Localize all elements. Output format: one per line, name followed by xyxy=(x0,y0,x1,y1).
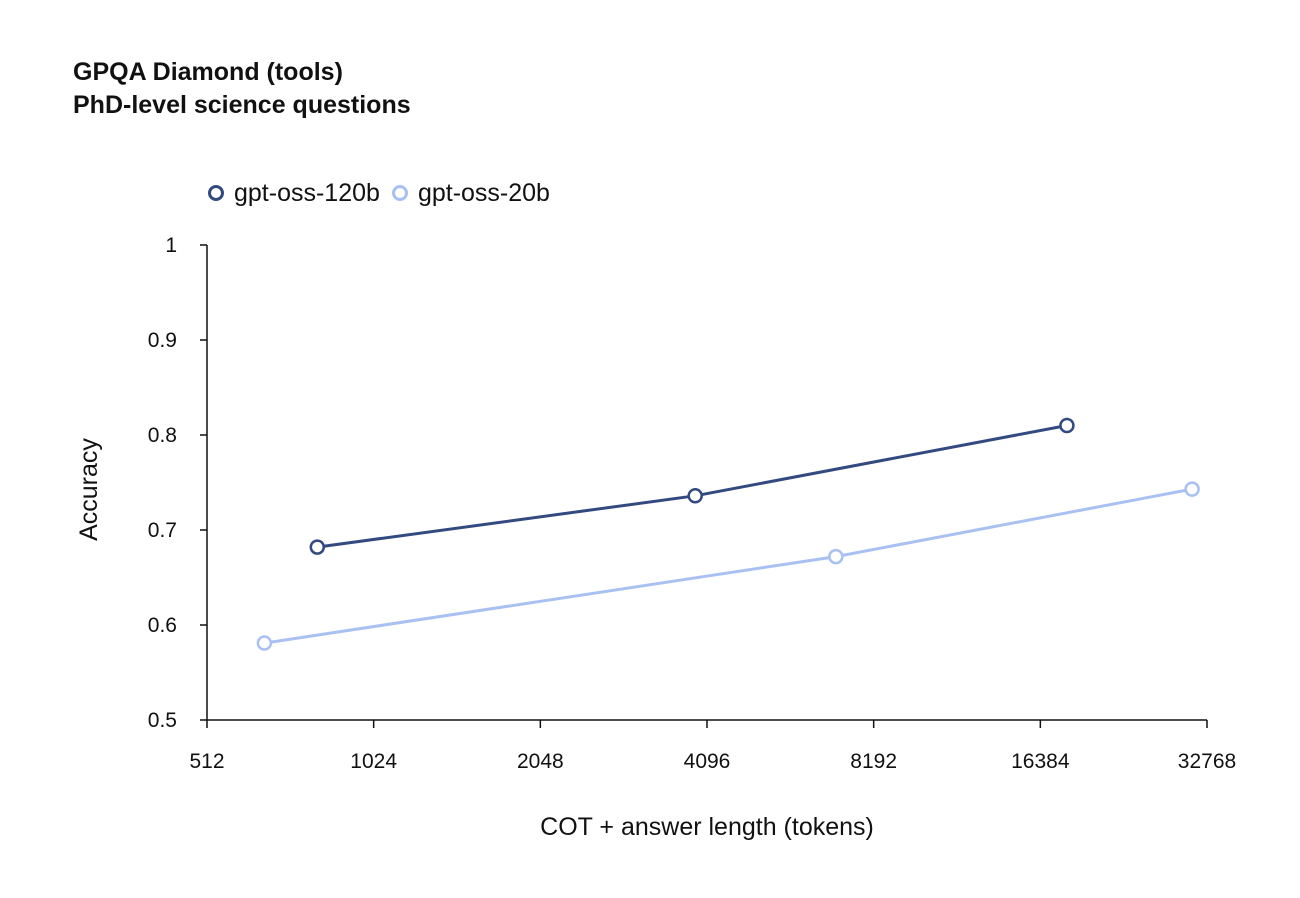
legend-label-series-1: gpt-oss-120b xyxy=(234,179,380,207)
x-tick-label: 32768 xyxy=(1178,750,1236,773)
x-tick-label: 2048 xyxy=(517,750,564,773)
series-2 xyxy=(256,481,1200,651)
legend: gpt-oss-120b gpt-oss-20b xyxy=(208,176,562,210)
y-tick-label: 0.9 xyxy=(148,329,177,352)
data-point[interactable] xyxy=(309,539,326,555)
y-tick-label: 0.5 xyxy=(148,709,177,732)
series-line xyxy=(264,487,1193,645)
legend-label-series-2: gpt-oss-20b xyxy=(417,179,550,207)
chart-title: GPQA Diamond (tools) PhD-level science q… xyxy=(73,56,411,122)
x-axis-label: COT + answer length (tokens) xyxy=(540,813,874,841)
series-1 xyxy=(309,417,1075,555)
chart-title-line: GPQA Diamond (tools) xyxy=(73,58,343,86)
data-point[interactable] xyxy=(1059,417,1075,434)
legend-item-series-1[interactable]: gpt-oss-120b xyxy=(208,176,380,210)
legend-item-series-2[interactable]: gpt-oss-20b xyxy=(391,176,550,210)
y-tick-label: 0.8 xyxy=(148,424,177,447)
chart-subtitle: PhD-level science questions xyxy=(73,91,411,119)
series-layer xyxy=(256,417,1200,651)
y-tick-label: 0.6 xyxy=(148,614,177,637)
y-tick-label: 1 xyxy=(165,234,177,257)
series-line xyxy=(317,424,1068,549)
x-tick-label: 4096 xyxy=(684,750,731,773)
y-axis-label: Accuracy xyxy=(75,438,103,541)
x-tick-label: 16384 xyxy=(1011,750,1070,773)
data-point[interactable] xyxy=(687,488,703,504)
y-tick-label: 0.7 xyxy=(148,519,177,542)
data-point[interactable] xyxy=(256,635,273,651)
x-tick-label: 512 xyxy=(189,750,224,773)
x-tick-label: 8192 xyxy=(850,750,897,773)
data-point[interactable] xyxy=(828,548,844,565)
axes: 0.5 0.6 0.7 0.8 0.9 1 512 1024 2048 4096 8192 16384… xyxy=(148,234,1236,773)
x-tick-label: 1024 xyxy=(350,750,397,773)
data-point[interactable] xyxy=(1184,481,1200,497)
legend-marker-series-1 xyxy=(208,185,224,201)
legend-marker-series-2 xyxy=(391,185,408,201)
